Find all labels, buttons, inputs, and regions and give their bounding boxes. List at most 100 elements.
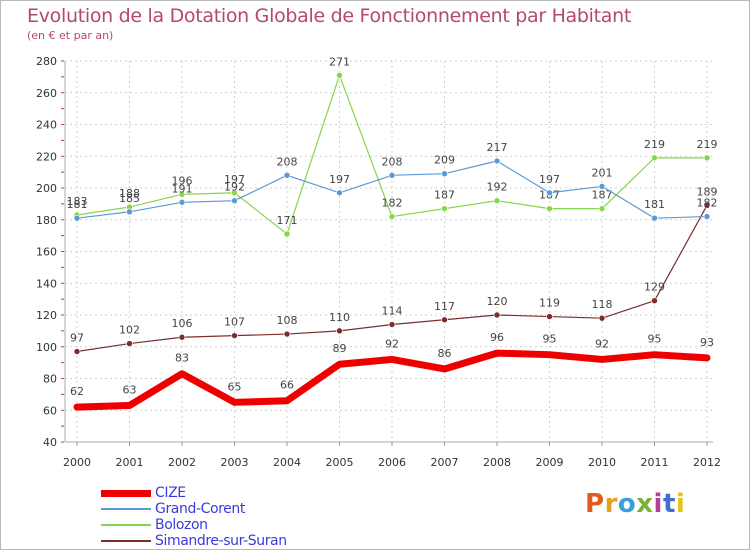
y-tick-label: 100 (36, 341, 57, 354)
data-point (703, 213, 711, 220)
x-tick-label: 2012 (693, 456, 721, 469)
data-point (598, 183, 606, 190)
y-tick-label: 160 (36, 246, 57, 259)
x-tick-label: 2010 (588, 456, 616, 469)
y-tick-label: 280 (36, 55, 57, 68)
data-label: 95 (543, 333, 557, 346)
x-tick-label: 2007 (431, 456, 459, 469)
data-label: 201 (592, 166, 613, 179)
x-tick-label: 2002 (168, 456, 196, 469)
x-tick-label: 2004 (273, 456, 301, 469)
y-tick-label: 240 (36, 119, 57, 132)
data-label: 108 (277, 314, 298, 327)
data-label: 92 (595, 337, 609, 350)
chart-title: Evolution de la Dotation Globale de Fonc… (27, 5, 632, 27)
data-point (493, 311, 501, 319)
y-tick-label: 140 (36, 277, 57, 290)
y-tick-label: 220 (36, 150, 57, 163)
data-label: 120 (487, 295, 508, 308)
data-point (231, 332, 238, 339)
series-line-cize (73, 349, 711, 411)
data-label: 117 (434, 300, 455, 313)
data-label: 209 (434, 154, 455, 167)
data-point (441, 170, 448, 178)
y-tick-label: 80 (43, 373, 57, 386)
data-label: 183 (67, 195, 88, 208)
data-point (598, 205, 606, 212)
x-tick-label: 2006 (378, 456, 406, 469)
data-label: 208 (277, 155, 298, 168)
x-tick-label: 2009 (536, 456, 564, 469)
data-label: 65 (228, 380, 242, 393)
data-label: 62 (70, 385, 84, 398)
x-tick-label: 2001 (116, 456, 144, 469)
legend-label: Simandre-sur-Suran (155, 533, 287, 549)
data-label: 171 (277, 214, 298, 227)
data-label: 197 (329, 173, 350, 186)
data-point (336, 327, 343, 335)
data-label: 83 (175, 352, 189, 365)
data-point (703, 154, 711, 162)
legend-label: CIZE (155, 485, 186, 501)
data-label: 197 (224, 173, 245, 186)
y-tick-label: 200 (36, 182, 57, 195)
data-label: 219 (644, 138, 665, 151)
logo-letter: o (617, 489, 637, 519)
x-tick-label: 2000 (63, 456, 91, 469)
legend-item: Grand-Corent (101, 501, 287, 517)
data-label: 185 (119, 192, 140, 205)
data-label: 96 (490, 331, 504, 344)
x-tick-label: 2003 (221, 456, 249, 469)
data-point (441, 205, 448, 212)
y-tick-label: 180 (36, 214, 57, 227)
logo-letter: P (585, 489, 605, 519)
data-label: 89 (333, 342, 347, 355)
data-point (178, 198, 186, 206)
data-point (493, 157, 501, 165)
logo-letter: t (662, 489, 676, 519)
data-label: 181 (644, 198, 665, 211)
data-point (388, 213, 396, 220)
data-point (178, 333, 186, 341)
data-point (388, 321, 396, 328)
legend-swatch (101, 540, 151, 542)
legend-item: Simandre-sur-Suran (101, 533, 287, 549)
data-point (388, 172, 396, 179)
data-point (283, 330, 291, 338)
data-label: 118 (592, 298, 613, 311)
data-point (283, 230, 291, 238)
data-label: 187 (434, 189, 455, 202)
data-label: 114 (382, 305, 403, 318)
data-label: 107 (224, 316, 245, 329)
legend-item: Bolozon (101, 517, 287, 533)
data-point (126, 208, 133, 216)
logo-letter: x (636, 489, 654, 519)
data-label: 129 (644, 281, 665, 294)
legend-swatch (101, 524, 151, 526)
data-point (546, 189, 553, 197)
y-tick-label: 60 (43, 404, 57, 417)
logo-letter: i (675, 489, 686, 519)
legend-label: Grand-Corent (155, 501, 245, 517)
x-tick-label: 2005 (326, 456, 354, 469)
data-point (493, 197, 501, 204)
data-label: 119 (539, 297, 560, 310)
data-point (231, 189, 238, 197)
data-point (283, 172, 291, 179)
data-point (126, 340, 133, 347)
data-label: 106 (172, 317, 193, 330)
data-label: 197 (539, 173, 560, 186)
logo-letter: r (604, 489, 618, 519)
data-point (73, 214, 81, 222)
data-label: 97 (70, 332, 84, 345)
data-point (231, 197, 238, 204)
data-label: 86 (438, 347, 452, 360)
data-point (178, 191, 186, 198)
data-label: 63 (123, 383, 137, 396)
data-label: 188 (119, 187, 140, 200)
data-label: 182 (382, 197, 403, 210)
data-label: 93 (700, 336, 714, 349)
data-label: 217 (487, 141, 508, 154)
